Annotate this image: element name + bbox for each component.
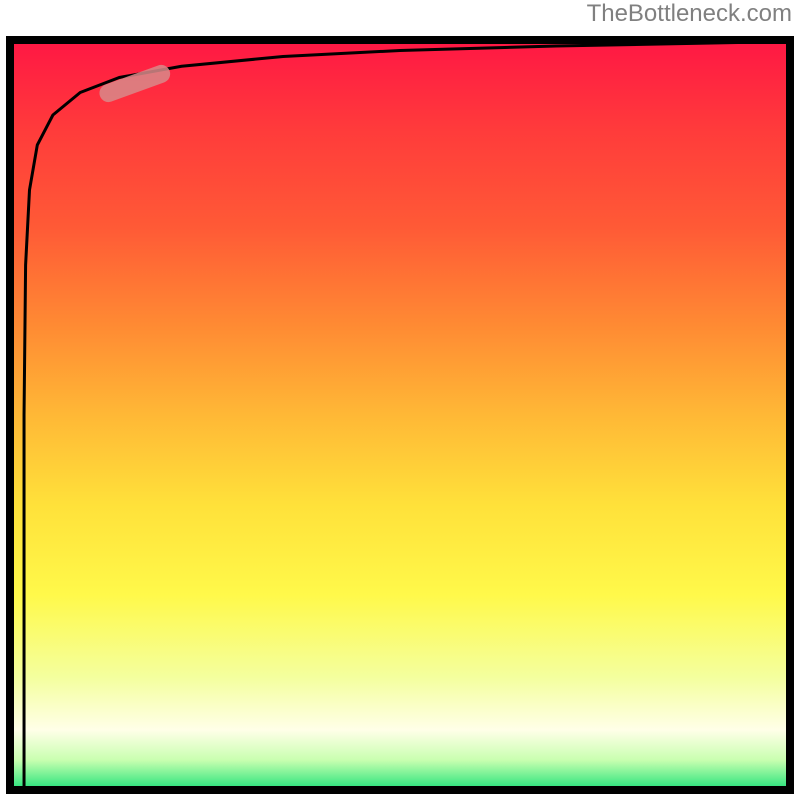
watermark-text: TheBottleneck.com <box>587 0 792 28</box>
gradient-background <box>10 40 790 790</box>
chart-svg <box>0 0 800 800</box>
bottleneck-chart: TheBottleneck.com <box>0 0 800 800</box>
